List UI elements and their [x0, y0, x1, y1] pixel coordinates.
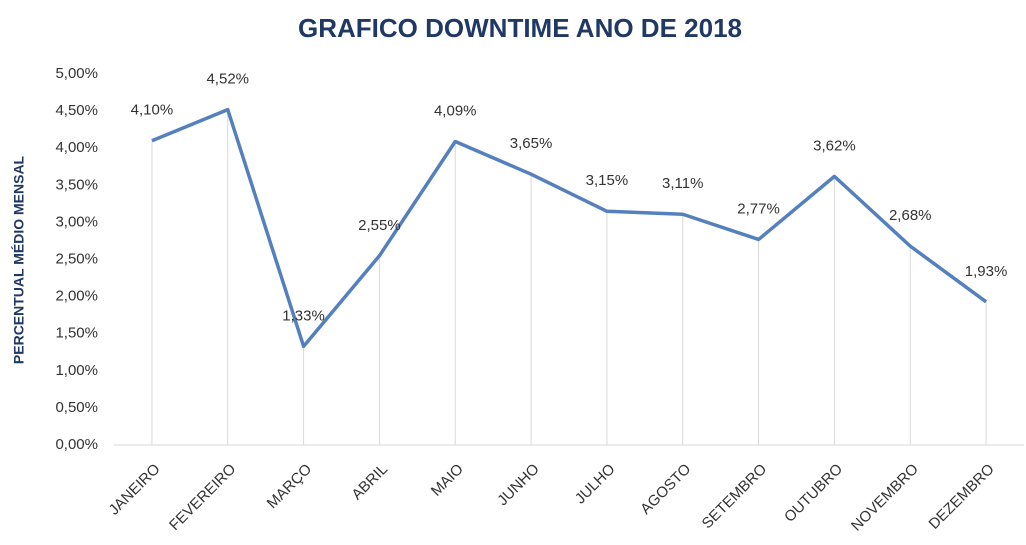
data-label: 3,65%	[510, 135, 553, 152]
x-tick-label: FEVEREIRO	[166, 461, 239, 534]
x-tick-label: OUTUBRO	[781, 461, 846, 526]
x-tick-label: SETEMBRO	[699, 461, 771, 533]
data-label: 3,11%	[662, 175, 703, 192]
data-label: 1,33%	[282, 307, 325, 324]
y-tick-label: 1,50%	[55, 325, 98, 342]
data-label: 3,15%	[586, 172, 629, 189]
data-label: 2,77%	[737, 200, 780, 217]
y-tick-label: 1,00%	[55, 362, 98, 379]
x-tick-label: JULHO	[572, 461, 619, 508]
y-tick-label: 2,00%	[55, 288, 98, 305]
y-tick-label: 4,00%	[55, 139, 98, 156]
y-tick-label: 4,50%	[55, 102, 98, 119]
data-line	[151, 107, 988, 349]
chart-title: GRAFICO DOWNTIME ANO DE 2018	[298, 13, 742, 43]
data-label: 4,09%	[434, 102, 477, 119]
y-axis-label: PERCENTUAL MÉDIO MENSAL	[11, 155, 27, 364]
x-tick-label: MARÇO	[264, 461, 316, 513]
x-tick-label: AGOSTO	[637, 461, 694, 518]
x-tick-label: JUNHO	[494, 461, 543, 510]
y-tick-label: 0,00%	[55, 436, 98, 453]
x-tick-label: DEZEMBRO	[926, 461, 998, 533]
data-label: 3,62%	[813, 137, 856, 154]
y-tick-label: 5,00%	[55, 65, 98, 82]
x-tick-label: MAIO	[428, 461, 467, 500]
x-tick-label: NOVEMBRO	[848, 461, 922, 535]
data-label: 1,93%	[965, 263, 1008, 280]
y-tick-label: 3,00%	[55, 213, 98, 230]
x-tick-label: ABRIL	[348, 461, 391, 504]
data-label: 4,52%	[206, 71, 249, 88]
y-tick-label: 0,50%	[55, 399, 98, 416]
data-label: 2,55%	[358, 217, 401, 234]
data-label: 4,10%	[131, 102, 174, 119]
x-tick-label: JANEIRO	[106, 461, 164, 519]
y-tick-label: 2,50%	[55, 250, 98, 267]
y-tick-label: 3,50%	[55, 176, 98, 193]
data-label: 2,68%	[889, 207, 932, 224]
